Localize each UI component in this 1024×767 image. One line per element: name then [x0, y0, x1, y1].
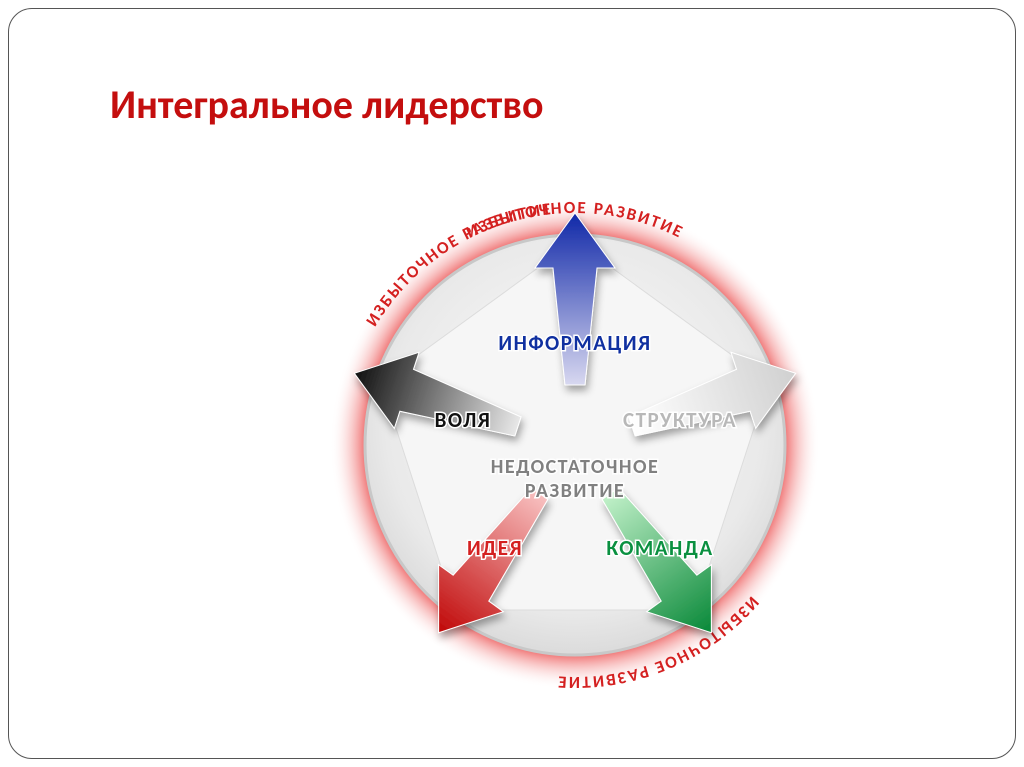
- arrow-label-4: ВОЛЯ: [435, 407, 492, 433]
- center-label-line1: НЕДОСТАТОЧНОЕ: [491, 455, 659, 479]
- arrow-label-2: КОМАНДА: [606, 535, 713, 561]
- page-title: Интегральное лидерство: [110, 80, 544, 129]
- center-label-line2: РАЗВИТИЕ: [525, 479, 625, 503]
- arrow-label-1: СТРУКТУРА: [623, 407, 737, 433]
- diagram: ИЗБЫТОЧНОЕ РАЗВИТИЕИЗБЫТОЧНОЕ РАЗВИТИЕИЗ…: [295, 155, 855, 715]
- arrow-label-3: ИДЕЯ: [467, 535, 523, 561]
- arrow-label-0: ИНФОРМАЦИЯ: [498, 330, 651, 356]
